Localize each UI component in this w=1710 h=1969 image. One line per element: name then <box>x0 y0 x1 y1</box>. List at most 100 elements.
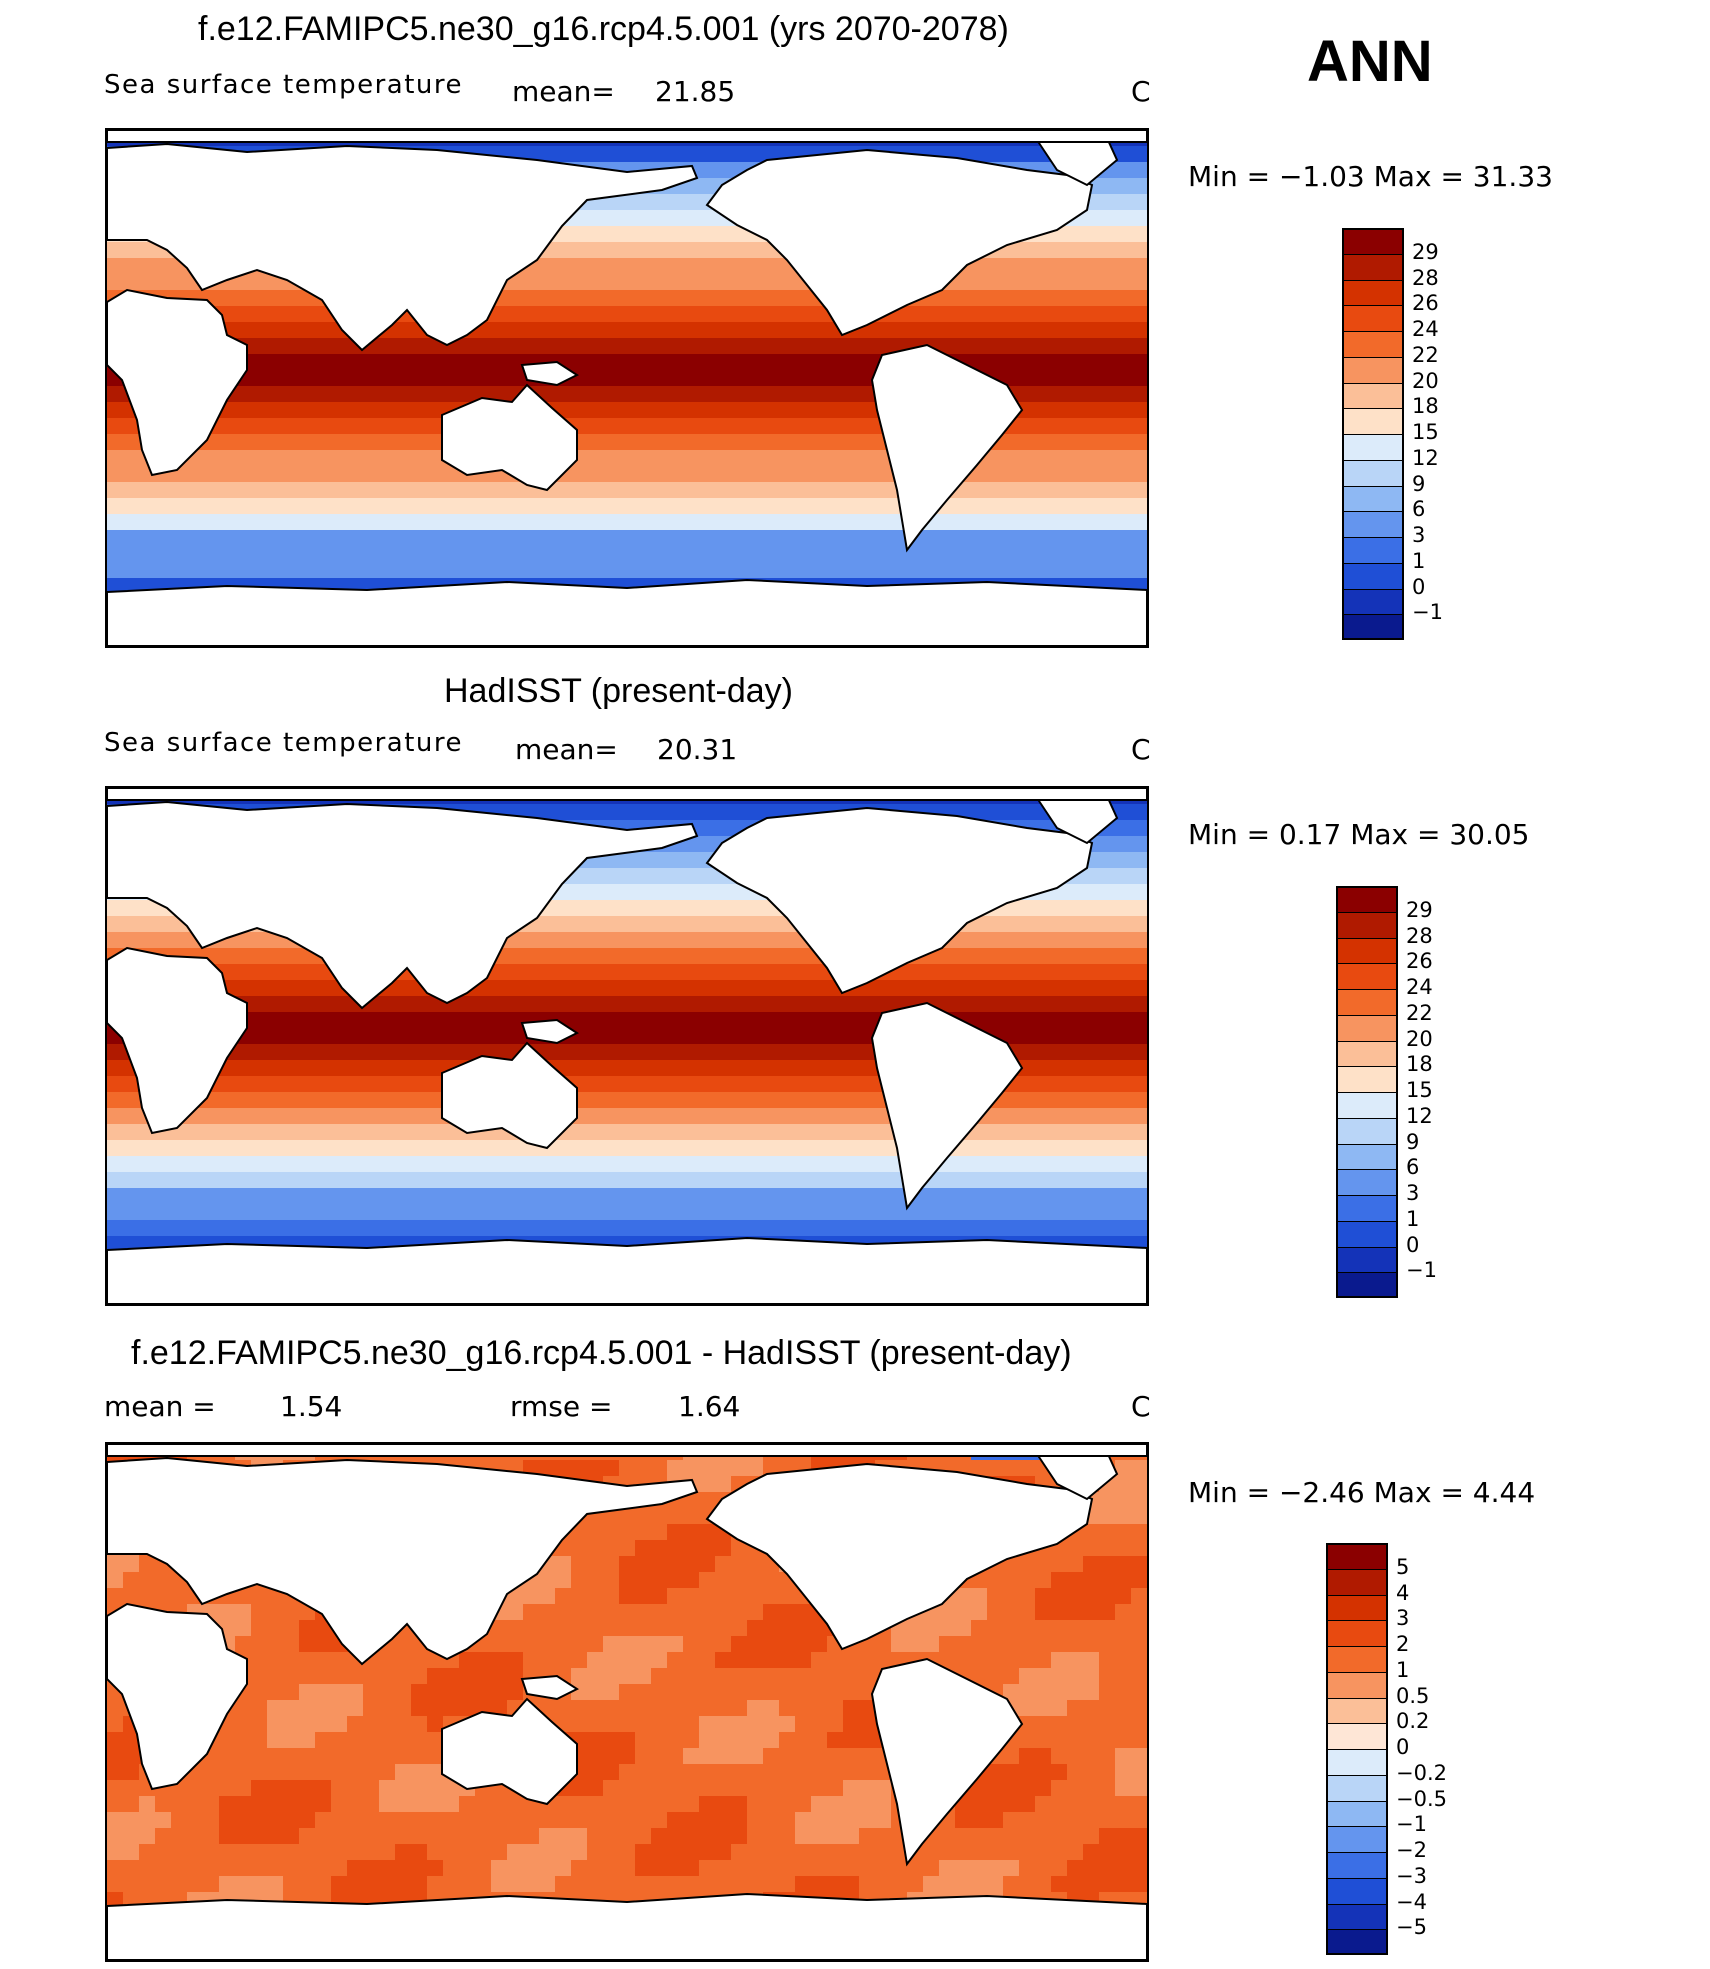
field-cell <box>1115 290 1132 307</box>
field-cell <box>107 482 124 499</box>
field-cell <box>619 900 636 917</box>
field-cell <box>475 546 492 563</box>
field-cell <box>1003 306 1020 323</box>
field-cell <box>283 290 300 307</box>
field-cell <box>363 434 380 451</box>
field-cell <box>827 354 844 371</box>
field-cell <box>635 466 652 483</box>
field-cell <box>187 1220 204 1237</box>
field-cell <box>795 322 812 339</box>
field-cell <box>235 964 252 981</box>
field-cell <box>539 932 556 949</box>
field-cell <box>779 1204 796 1221</box>
field-cell <box>1115 1556 1132 1573</box>
field-cell <box>699 466 716 483</box>
field-cell <box>747 498 764 515</box>
colorbar-cell <box>1336 963 1398 989</box>
field-cell <box>1083 1124 1100 1141</box>
field-cell <box>379 1124 396 1141</box>
field-cell <box>635 996 652 1013</box>
field-cell <box>155 1140 172 1157</box>
field-cell <box>139 562 156 579</box>
field-cell <box>731 226 748 243</box>
field-cell <box>731 980 748 997</box>
field-cell <box>1003 1124 1020 1141</box>
field-cell <box>395 1092 412 1109</box>
field-cell <box>987 354 1004 371</box>
field-cell <box>459 530 476 547</box>
field-cell <box>443 1220 460 1237</box>
field-cell <box>907 562 924 579</box>
field-cell <box>171 562 188 579</box>
field-cell <box>635 1124 652 1141</box>
field-cell <box>875 322 892 339</box>
field-cell <box>235 498 252 515</box>
field-cell <box>875 996 892 1013</box>
field-cell <box>539 258 556 275</box>
field-cell <box>731 466 748 483</box>
field-cell <box>1131 868 1147 885</box>
field-cell <box>619 1124 636 1141</box>
field-cell <box>459 996 476 1013</box>
field-cell <box>1115 322 1132 339</box>
field-cell <box>619 948 636 965</box>
field-cell <box>1051 466 1068 483</box>
field-cell <box>859 1156 876 1173</box>
field-cell <box>507 980 524 997</box>
field-cell <box>315 354 332 371</box>
field-cell <box>699 900 716 917</box>
field-cell <box>795 546 812 563</box>
field-cell <box>1115 210 1132 227</box>
field-cell <box>587 418 604 435</box>
field-cell <box>635 1172 652 1189</box>
field-cell <box>1019 338 1036 355</box>
field-cell <box>987 466 1004 483</box>
field-cell <box>667 418 684 435</box>
field-cell <box>187 1172 204 1189</box>
field-cell <box>1131 1188 1147 1205</box>
field-cell <box>843 386 860 403</box>
field-cell <box>555 290 572 307</box>
field-cell <box>923 1204 940 1221</box>
field-cell <box>1083 1092 1100 1109</box>
field-cell <box>939 948 956 965</box>
field-cell <box>1019 948 1036 965</box>
field-cell <box>1115 1476 1132 1493</box>
field-cell <box>715 932 732 949</box>
field-cell <box>587 1188 604 1205</box>
field-cell <box>843 482 860 499</box>
field-cell <box>651 1540 668 1557</box>
field-cell <box>1099 194 1116 211</box>
field-cell <box>779 322 796 339</box>
field-cell <box>1083 482 1100 499</box>
field-cell <box>459 1204 476 1221</box>
field-cell <box>139 1172 156 1189</box>
field-cell <box>699 1220 716 1237</box>
field-cell <box>1051 964 1068 981</box>
colorbar-cell <box>1336 1040 1398 1067</box>
field-cell <box>107 498 124 515</box>
field-cell <box>619 996 636 1013</box>
field-cell <box>843 402 860 419</box>
field-cell <box>731 1172 748 1189</box>
field-cell <box>571 338 588 355</box>
field-cell <box>683 852 700 869</box>
field-cell <box>1035 418 1052 435</box>
colorbar-tick-label: 1 <box>1406 1206 1420 1231</box>
field-cell <box>1083 210 1100 227</box>
field-cell <box>731 354 748 371</box>
field-cell <box>1099 514 1116 531</box>
field-cell <box>1099 1156 1116 1173</box>
field-cell <box>1035 1204 1052 1221</box>
field-cell <box>747 530 764 547</box>
field-cell <box>283 1092 300 1109</box>
colorbar-tick-label: 3 <box>1412 523 1426 547</box>
field-cell <box>555 1204 572 1221</box>
field-cell <box>235 1124 252 1141</box>
field-cell <box>459 354 476 371</box>
field-cell <box>603 354 620 371</box>
field-cell <box>411 1156 428 1173</box>
field-cell <box>731 1124 748 1141</box>
field-cell <box>715 226 732 243</box>
field-cell <box>731 1204 748 1221</box>
